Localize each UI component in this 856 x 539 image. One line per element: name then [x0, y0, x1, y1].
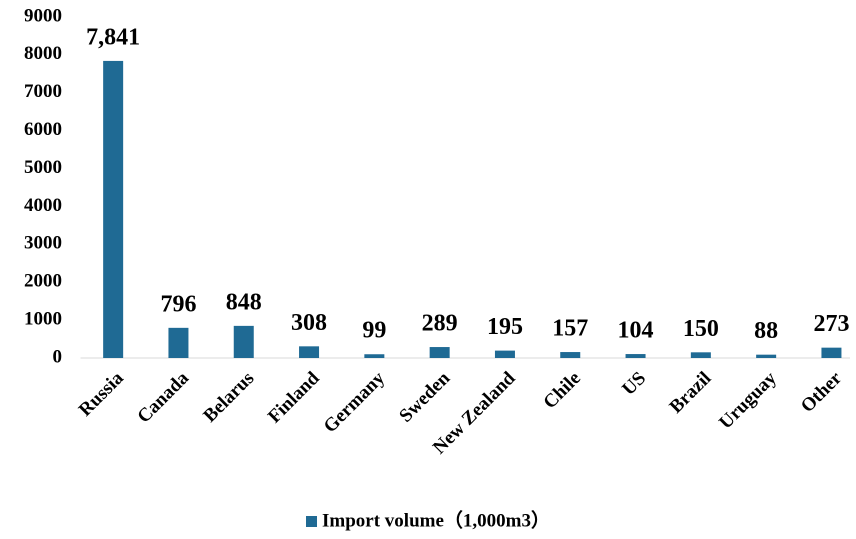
bar	[494, 350, 515, 358]
y-tick-label: 9000	[24, 5, 62, 26]
y-tick-label: 5000	[24, 157, 62, 178]
value-label: 7,841	[86, 24, 140, 50]
value-label: 848	[226, 289, 262, 315]
value-label: 796	[160, 291, 196, 317]
bar	[756, 354, 777, 358]
x-tick-label: Brazil	[666, 368, 716, 418]
value-label: 308	[291, 310, 327, 336]
x-tick-label: Germany	[320, 367, 390, 437]
x-tick-label: US	[618, 368, 650, 400]
bar	[299, 346, 320, 358]
bar	[821, 347, 842, 358]
y-tick-label: 7000	[24, 81, 62, 102]
bar	[560, 352, 581, 358]
x-tick-label: Other	[797, 367, 847, 417]
x-tick-label: Canada	[133, 367, 193, 427]
x-tick-label: Chile	[539, 368, 584, 413]
x-tick-label: Sweden	[395, 367, 454, 426]
y-tick-label: 4000	[24, 195, 62, 216]
value-label: 157	[552, 316, 588, 342]
bar	[690, 352, 711, 358]
y-tick-label: 1000	[24, 308, 62, 329]
value-label: 289	[422, 311, 458, 337]
value-label: 150	[683, 316, 719, 342]
y-tick-label: 3000	[24, 233, 62, 254]
legend-swatch	[306, 516, 318, 527]
y-tick-label: 2000	[24, 271, 62, 292]
bar	[103, 60, 124, 359]
y-tick-label: 0	[53, 346, 63, 367]
y-tick-label: 8000	[24, 43, 62, 64]
legend-label: Import volume（1,000m3）	[322, 508, 550, 531]
value-label: 195	[487, 314, 523, 340]
value-label: 273	[813, 311, 849, 337]
x-tick-label: Finland	[264, 367, 324, 427]
bar	[364, 354, 385, 358]
x-tick-label: Russia	[75, 367, 128, 420]
bar	[625, 354, 646, 358]
value-label: 88	[754, 318, 778, 344]
y-tick-label: 6000	[24, 119, 62, 140]
bar	[168, 327, 189, 358]
value-label: 99	[362, 318, 386, 344]
x-tick-label: Belarus	[199, 368, 258, 427]
bar	[429, 347, 450, 358]
value-label: 104	[618, 318, 654, 344]
x-tick-label: Uruguay	[715, 367, 781, 433]
bar	[233, 325, 254, 358]
